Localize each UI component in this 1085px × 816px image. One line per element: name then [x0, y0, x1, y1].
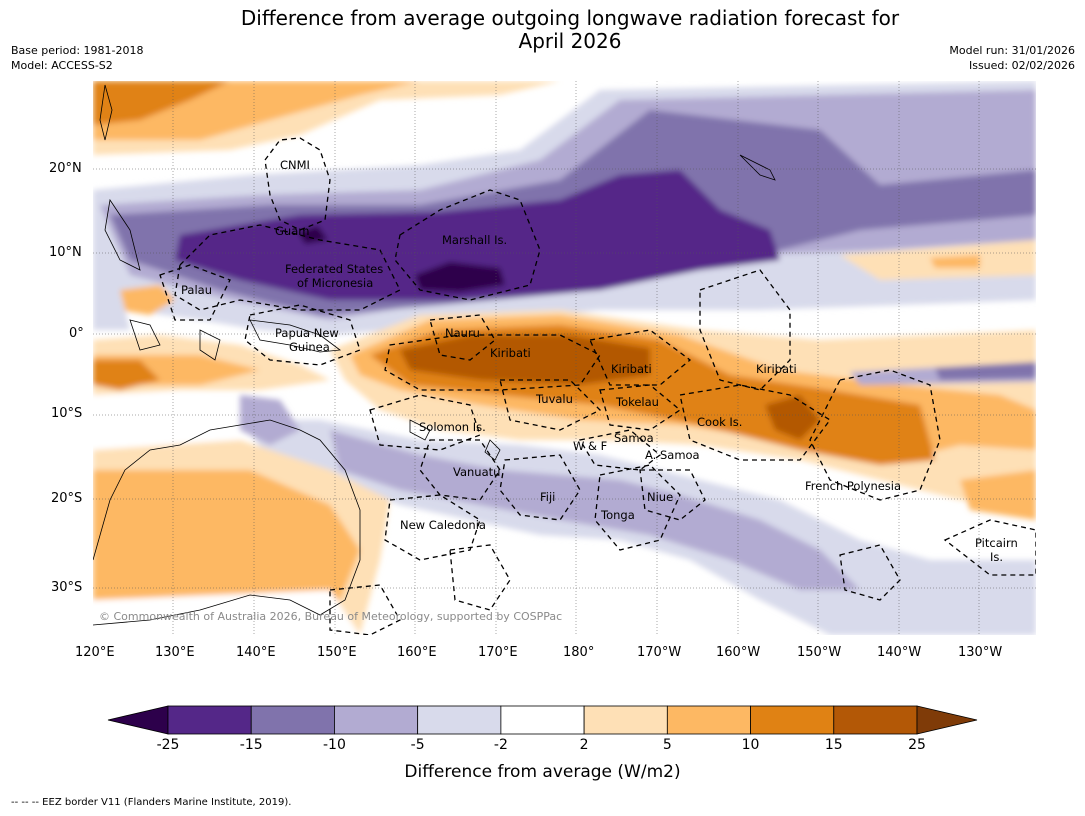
label-palau: Palau: [181, 283, 212, 297]
label-tokelau: Tokelau: [616, 395, 659, 409]
eez-borders: [159, 137, 1036, 635]
coastlines: [93, 84, 776, 626]
colorbar-bin: [500, 705, 585, 735]
label-american-samoa: A. Samoa: [645, 448, 700, 462]
colorbar: [107, 705, 978, 735]
label-new-caledonia: New Caledonia: [400, 518, 486, 532]
colorbar-tick-label: -2: [493, 737, 508, 753]
label-solomon-islands: Solomon Is.: [419, 420, 486, 434]
copyright-notice: © Commonwealth of Australia 2026, Bureau…: [99, 610, 563, 623]
label-tuvalu: Tuvalu: [536, 392, 573, 406]
label-vanuatu: Vanuatu: [453, 465, 501, 479]
colorbar-bin: [334, 705, 419, 735]
issued-date: Issued: 02/02/2026: [968, 59, 1075, 72]
colorbar-tick-label: -10: [323, 737, 346, 753]
colorbar-label: Difference from average (W/m2): [404, 762, 681, 782]
base-period: Base period: 1981-2018: [11, 44, 144, 57]
colorbar-tick-label: 15: [824, 737, 843, 753]
label-french-polynesia: French Polynesia: [805, 479, 902, 493]
lon-label-120e: 120°E: [75, 645, 115, 660]
label-pitcairn-1: Pitcairn: [975, 536, 1018, 550]
lon-label-140e: 140°E: [236, 645, 276, 660]
model-run: Model run: 31/01/2026: [949, 44, 1075, 57]
colorbar-tick-label: -15: [239, 737, 263, 753]
map-title: Difference from average outgoing longwav…: [170, 7, 970, 53]
colorbar-extend-high: [916, 705, 978, 735]
lon-label-150w: 150°W: [797, 645, 842, 660]
label-cook-islands: Cook Is.: [697, 415, 743, 429]
label-niue: Niue: [647, 490, 674, 504]
colorbar-tick-label: 2: [579, 737, 589, 753]
colorbar-tick-label: -5: [410, 737, 425, 753]
label-micronesia-2: of Micronesia: [297, 276, 374, 290]
lon-label-160e: 160°E: [397, 645, 437, 660]
label-tonga: Tonga: [601, 508, 635, 522]
meta-left: Base period: 1981-2018 Model: ACCESS-S2: [11, 43, 143, 73]
lon-label-150e: 150°E: [317, 645, 357, 660]
label-kiribati-central: Kiribati: [611, 362, 652, 376]
label-micronesia-1: Federated States: [285, 262, 384, 276]
colorbar-bin: [417, 705, 502, 735]
lat-label-20n: 20°N: [49, 161, 82, 176]
label-pitcairn-2: Is.: [990, 550, 1004, 564]
label-png-1: Papua New: [275, 326, 339, 340]
lat-label-0: 0°: [69, 326, 84, 341]
colorbar-bin: [250, 705, 335, 735]
label-samoa: Samoa: [614, 431, 654, 445]
eez-footnote: -- -- -- EEZ border V11 (Flanders Marine…: [11, 797, 292, 808]
colorbar-bin: [583, 705, 668, 735]
lon-label-170w: 170°W: [637, 645, 682, 660]
lon-label-160w: 160°W: [716, 645, 761, 660]
label-marshall-islands: Marshall Is.: [442, 233, 508, 247]
lon-label-170e: 170°E: [478, 645, 518, 660]
title-line-2: April 2026: [518, 29, 622, 53]
lat-label-20s: 20°S: [51, 491, 83, 506]
lon-label-130e: 130°E: [155, 645, 195, 660]
colorbar-bin: [167, 705, 252, 735]
label-png-2: Guinea: [289, 340, 330, 354]
colorbar-tick-label: 5: [662, 737, 672, 753]
colorbar-bin: [750, 705, 835, 735]
lon-label-180: 180°: [563, 645, 595, 660]
label-nauru: Nauru: [445, 326, 480, 340]
colorbar-tick-label: 25: [908, 737, 926, 753]
model-name: Model: ACCESS-S2: [11, 59, 113, 72]
lat-label-30s: 30°S: [51, 580, 83, 595]
lon-label-140w: 140°W: [877, 645, 922, 660]
colorbar-tick-label: -25: [156, 737, 180, 753]
lat-label-10s: 10°S: [51, 406, 83, 421]
label-wallis-futuna: W & F: [573, 439, 608, 453]
colorbar-bin: [833, 705, 918, 735]
graticule: [93, 81, 1036, 635]
anomaly-field: [93, 81, 1036, 635]
lon-label-130w: 130°W: [958, 645, 1003, 660]
lat-label-10n: 10°N: [49, 245, 82, 260]
colorbar-extend-low: [107, 705, 169, 735]
title-line-1: Difference from average outgoing longwav…: [240, 6, 900, 30]
label-kiribati-east: Kiribati: [756, 362, 797, 376]
colorbar-tick-label: 10: [741, 737, 760, 753]
label-fiji: Fiji: [540, 490, 556, 504]
label-kiribati-west: Kiribati: [490, 346, 531, 360]
colorbar-bin: [666, 705, 751, 735]
label-guam: Guam: [275, 224, 310, 238]
meta-right: Model run: 31/01/2026 Issued: 02/02/2026: [949, 43, 1075, 73]
label-cnmi: CNMI: [280, 158, 310, 172]
